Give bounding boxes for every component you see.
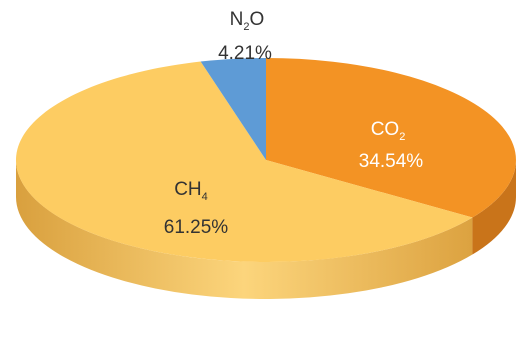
slice-value-n2o: 4.21% [218,43,272,64]
pie-slice-co2 [266,58,516,218]
pie-side-ch4 [16,160,473,299]
pie-side-co2 [472,160,516,255]
slice-value-ch4: 61.25% [164,217,229,238]
slice-value-co2: 34.54% [359,151,424,172]
pie-slice-n2o [200,58,266,160]
slice-label-ch4: CH4 [174,179,208,203]
slice-label-co2: CO2 [371,119,406,143]
pie-slice-ch4 [15,61,473,263]
slice-label-n2o: N2O [230,9,265,33]
